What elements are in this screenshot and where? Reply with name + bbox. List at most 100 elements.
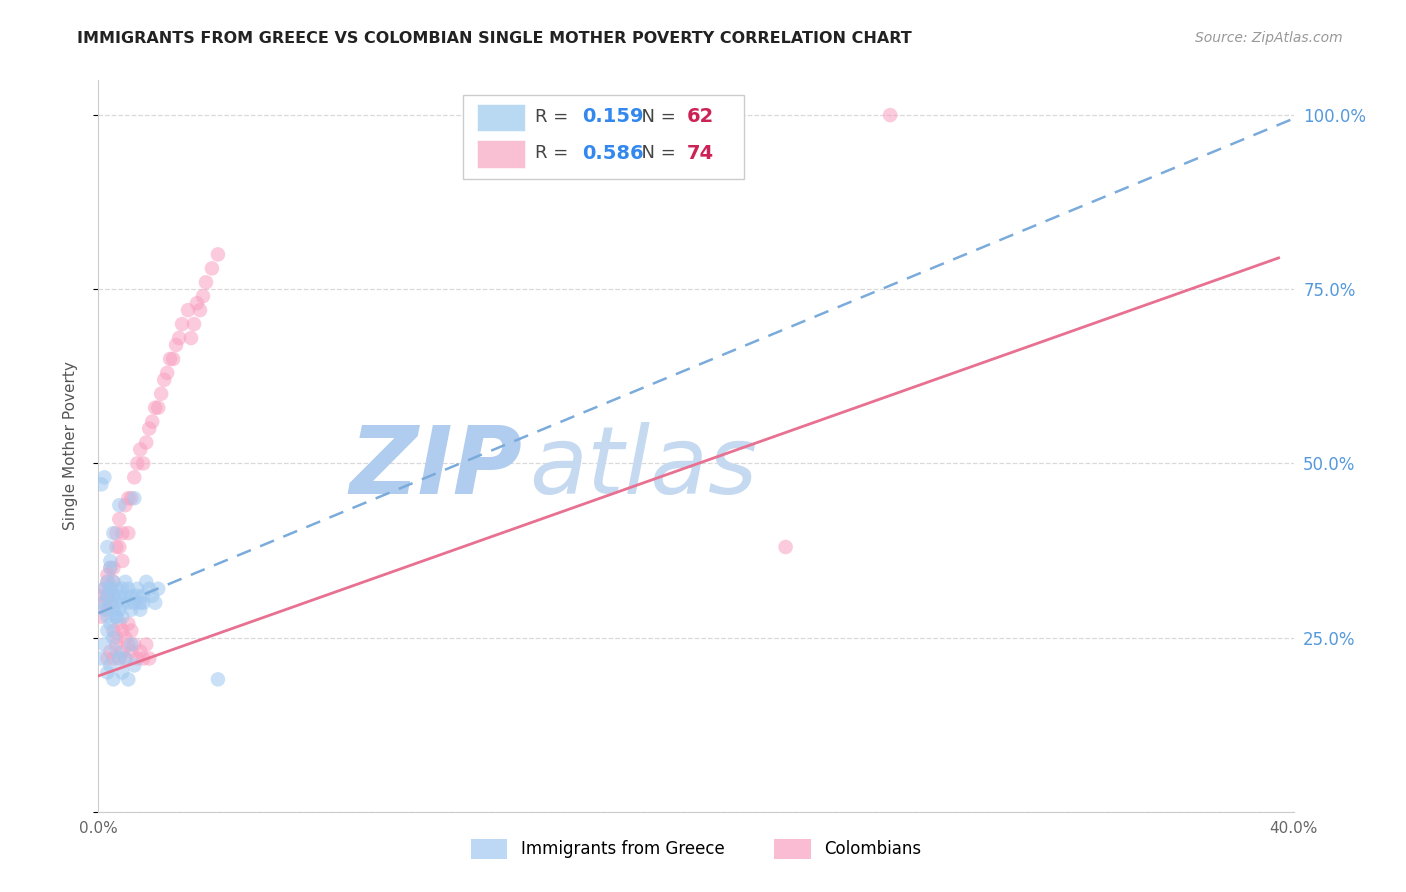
Point	[127, 651, 149, 665]
Point	[127, 589, 149, 603]
Point	[90, 596, 112, 610]
Point	[141, 589, 163, 603]
FancyBboxPatch shape	[477, 140, 524, 168]
Point	[105, 638, 128, 652]
Text: 74: 74	[686, 144, 713, 163]
Point	[111, 665, 134, 680]
Point	[98, 644, 122, 658]
Point	[93, 582, 115, 596]
Point	[103, 673, 125, 687]
Point	[103, 603, 125, 617]
Point	[207, 673, 229, 687]
Point	[105, 609, 128, 624]
Point	[117, 582, 139, 596]
Point	[93, 470, 115, 484]
Point	[105, 526, 128, 541]
Point	[114, 498, 136, 512]
Point	[103, 561, 125, 575]
Text: Source: ZipAtlas.com: Source: ZipAtlas.com	[1195, 31, 1343, 45]
Point	[114, 574, 136, 589]
Text: 0.159: 0.159	[582, 107, 644, 127]
Point	[177, 303, 200, 318]
Point	[143, 596, 166, 610]
Point	[98, 616, 122, 631]
Point	[96, 589, 118, 603]
Text: R =: R =	[534, 108, 574, 126]
Point	[111, 526, 134, 541]
Point	[111, 624, 134, 638]
Point	[96, 603, 118, 617]
Text: N =: N =	[630, 108, 682, 126]
Point	[98, 582, 122, 596]
Point	[186, 296, 208, 310]
Point	[141, 415, 163, 429]
Text: ZIP: ZIP	[350, 422, 523, 514]
Point	[103, 574, 125, 589]
Point	[96, 574, 118, 589]
Point	[98, 561, 122, 575]
Point	[98, 596, 122, 610]
Point	[117, 616, 139, 631]
FancyBboxPatch shape	[477, 103, 524, 131]
Point	[93, 582, 115, 596]
Point	[90, 609, 112, 624]
Point	[124, 470, 146, 484]
Point	[96, 567, 118, 582]
Text: 62: 62	[686, 107, 714, 127]
Point	[162, 351, 184, 366]
Point	[103, 631, 125, 645]
Point	[103, 589, 125, 603]
Point	[120, 491, 142, 506]
Point	[132, 457, 155, 471]
Point	[159, 351, 181, 366]
Point	[117, 596, 139, 610]
Point	[165, 338, 187, 352]
Point	[120, 589, 142, 603]
Point	[93, 638, 115, 652]
Point	[105, 609, 128, 624]
Point	[156, 366, 179, 380]
Point	[93, 596, 115, 610]
Point	[167, 331, 190, 345]
Point	[114, 631, 136, 645]
Point	[93, 603, 115, 617]
Point	[108, 498, 131, 512]
Point	[138, 651, 160, 665]
Point	[124, 491, 146, 506]
Text: atlas: atlas	[529, 423, 756, 514]
Point	[117, 491, 139, 506]
Point	[105, 644, 128, 658]
Point	[135, 435, 157, 450]
Point	[96, 589, 118, 603]
Point	[124, 658, 146, 673]
Point	[108, 540, 131, 554]
Point	[108, 589, 131, 603]
Point	[108, 616, 131, 631]
Point	[127, 457, 149, 471]
Point	[114, 651, 136, 665]
Point	[103, 526, 125, 541]
Point	[120, 603, 142, 617]
Point	[180, 331, 202, 345]
FancyBboxPatch shape	[463, 95, 744, 179]
Point	[96, 609, 118, 624]
Point	[111, 609, 134, 624]
Point	[127, 582, 149, 596]
Point	[111, 596, 134, 610]
Point	[138, 582, 160, 596]
Point	[108, 512, 131, 526]
Y-axis label: Single Mother Poverty: Single Mother Poverty	[63, 361, 77, 531]
Point	[201, 261, 224, 276]
Point	[879, 108, 901, 122]
Point	[96, 665, 118, 680]
Point	[129, 596, 152, 610]
Point	[117, 638, 139, 652]
Point	[120, 644, 142, 658]
Point	[138, 421, 160, 435]
Point	[103, 589, 125, 603]
Text: R =: R =	[534, 145, 574, 162]
Point	[148, 582, 170, 596]
Point	[98, 561, 122, 575]
Text: IMMIGRANTS FROM GREECE VS COLOMBIAN SINGLE MOTHER POVERTY CORRELATION CHART: IMMIGRANTS FROM GREECE VS COLOMBIAN SING…	[77, 31, 912, 46]
Point	[117, 526, 139, 541]
